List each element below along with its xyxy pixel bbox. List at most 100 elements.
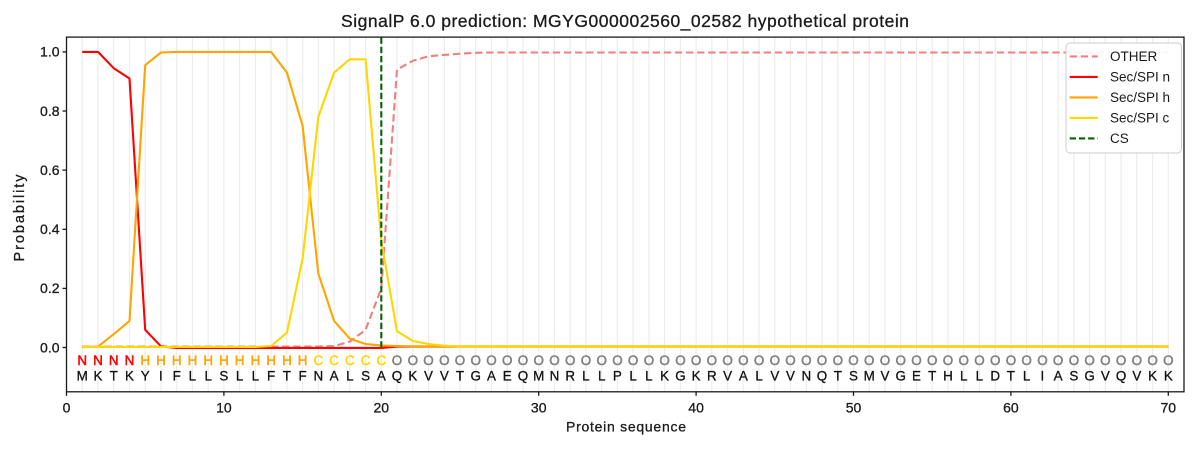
svg-text:O: O bbox=[943, 353, 953, 368]
svg-text:S: S bbox=[849, 369, 858, 384]
svg-text:O: O bbox=[1006, 353, 1016, 368]
svg-text:O: O bbox=[911, 353, 921, 368]
svg-text:40: 40 bbox=[688, 400, 704, 416]
svg-text:A: A bbox=[1054, 369, 1063, 384]
svg-text:O: O bbox=[392, 353, 402, 368]
svg-text:30: 30 bbox=[531, 400, 547, 416]
svg-text:L: L bbox=[976, 369, 983, 384]
svg-text:H: H bbox=[203, 353, 213, 368]
svg-text:L: L bbox=[346, 369, 353, 384]
svg-text:L: L bbox=[598, 369, 605, 384]
svg-text:V: V bbox=[1132, 369, 1141, 384]
svg-text:G: G bbox=[895, 369, 905, 384]
svg-text:L: L bbox=[189, 369, 196, 384]
svg-text:L: L bbox=[252, 369, 259, 384]
svg-text:H: H bbox=[156, 353, 166, 368]
svg-text:R: R bbox=[707, 369, 717, 384]
svg-text:K: K bbox=[660, 369, 669, 384]
svg-text:K: K bbox=[1148, 369, 1157, 384]
svg-text:H: H bbox=[298, 353, 308, 368]
svg-text:C: C bbox=[345, 353, 355, 368]
svg-text:O: O bbox=[848, 353, 858, 368]
svg-text:H: H bbox=[266, 353, 276, 368]
svg-text:Q: Q bbox=[1116, 369, 1126, 384]
svg-text:L: L bbox=[645, 369, 652, 384]
svg-text:T: T bbox=[928, 369, 936, 384]
svg-text:O: O bbox=[1100, 353, 1110, 368]
svg-text:N: N bbox=[550, 369, 560, 384]
svg-text:O: O bbox=[770, 353, 780, 368]
svg-text:H: H bbox=[219, 353, 229, 368]
svg-text:H: H bbox=[943, 369, 953, 384]
svg-text:E: E bbox=[503, 369, 512, 384]
svg-text:V: V bbox=[786, 369, 795, 384]
svg-text:O: O bbox=[612, 353, 622, 368]
svg-text:C: C bbox=[361, 353, 371, 368]
svg-text:A: A bbox=[330, 369, 339, 384]
svg-text:O: O bbox=[738, 353, 748, 368]
svg-text:F: F bbox=[267, 369, 275, 384]
svg-text:G: G bbox=[470, 369, 480, 384]
svg-text:I: I bbox=[1041, 369, 1045, 384]
svg-text:0.6: 0.6 bbox=[40, 162, 60, 178]
svg-text:O: O bbox=[1116, 353, 1126, 368]
svg-text:O: O bbox=[502, 353, 512, 368]
svg-text:O: O bbox=[1069, 353, 1079, 368]
svg-text:O: O bbox=[675, 353, 685, 368]
svg-text:G: G bbox=[1084, 369, 1094, 384]
svg-text:10: 10 bbox=[216, 400, 232, 416]
svg-text:F: F bbox=[173, 369, 181, 384]
svg-text:L: L bbox=[236, 369, 243, 384]
svg-text:S: S bbox=[361, 369, 370, 384]
svg-text:O: O bbox=[596, 353, 606, 368]
svg-text:O: O bbox=[1037, 353, 1047, 368]
svg-text:T: T bbox=[834, 369, 842, 384]
svg-text:0.4: 0.4 bbox=[40, 221, 60, 237]
svg-text:M: M bbox=[77, 369, 88, 384]
svg-text:M: M bbox=[533, 369, 544, 384]
svg-text:H: H bbox=[140, 353, 150, 368]
svg-text:V: V bbox=[723, 369, 732, 384]
svg-text:C: C bbox=[376, 353, 386, 368]
svg-text:O: O bbox=[644, 353, 654, 368]
svg-text:O: O bbox=[581, 353, 591, 368]
svg-text:T: T bbox=[110, 369, 118, 384]
svg-text:P: P bbox=[613, 369, 622, 384]
svg-text:50: 50 bbox=[846, 400, 862, 416]
svg-text:T: T bbox=[283, 369, 291, 384]
svg-text:Q: Q bbox=[518, 369, 528, 384]
svg-text:O: O bbox=[722, 353, 732, 368]
svg-text:O: O bbox=[974, 353, 984, 368]
svg-text:G: G bbox=[675, 369, 685, 384]
svg-text:C: C bbox=[329, 353, 339, 368]
svg-text:H: H bbox=[188, 353, 198, 368]
svg-text:K: K bbox=[408, 369, 417, 384]
svg-text:C: C bbox=[313, 353, 323, 368]
svg-text:O: O bbox=[1147, 353, 1157, 368]
svg-text:K: K bbox=[94, 369, 103, 384]
svg-text:V: V bbox=[440, 369, 449, 384]
svg-text:O: O bbox=[659, 353, 669, 368]
svg-text:V: V bbox=[424, 369, 433, 384]
svg-text:0.8: 0.8 bbox=[40, 103, 60, 119]
svg-text:60: 60 bbox=[1003, 400, 1019, 416]
svg-text:CS: CS bbox=[1110, 131, 1129, 146]
svg-text:M: M bbox=[864, 369, 875, 384]
svg-text:N: N bbox=[77, 353, 87, 368]
svg-text:O: O bbox=[565, 353, 575, 368]
svg-text:K: K bbox=[1164, 369, 1173, 384]
svg-text:N: N bbox=[801, 369, 811, 384]
svg-text:N: N bbox=[93, 353, 103, 368]
svg-text:F: F bbox=[299, 369, 307, 384]
svg-text:I: I bbox=[159, 369, 163, 384]
svg-text:S: S bbox=[1069, 369, 1078, 384]
svg-text:O: O bbox=[990, 353, 1000, 368]
svg-text:O: O bbox=[958, 353, 968, 368]
svg-text:L: L bbox=[582, 369, 589, 384]
svg-text:O: O bbox=[707, 353, 717, 368]
svg-text:1.0: 1.0 bbox=[40, 44, 60, 60]
svg-text:K: K bbox=[692, 369, 701, 384]
svg-text:O: O bbox=[880, 353, 890, 368]
svg-text:O: O bbox=[423, 353, 433, 368]
svg-text:O: O bbox=[927, 353, 937, 368]
